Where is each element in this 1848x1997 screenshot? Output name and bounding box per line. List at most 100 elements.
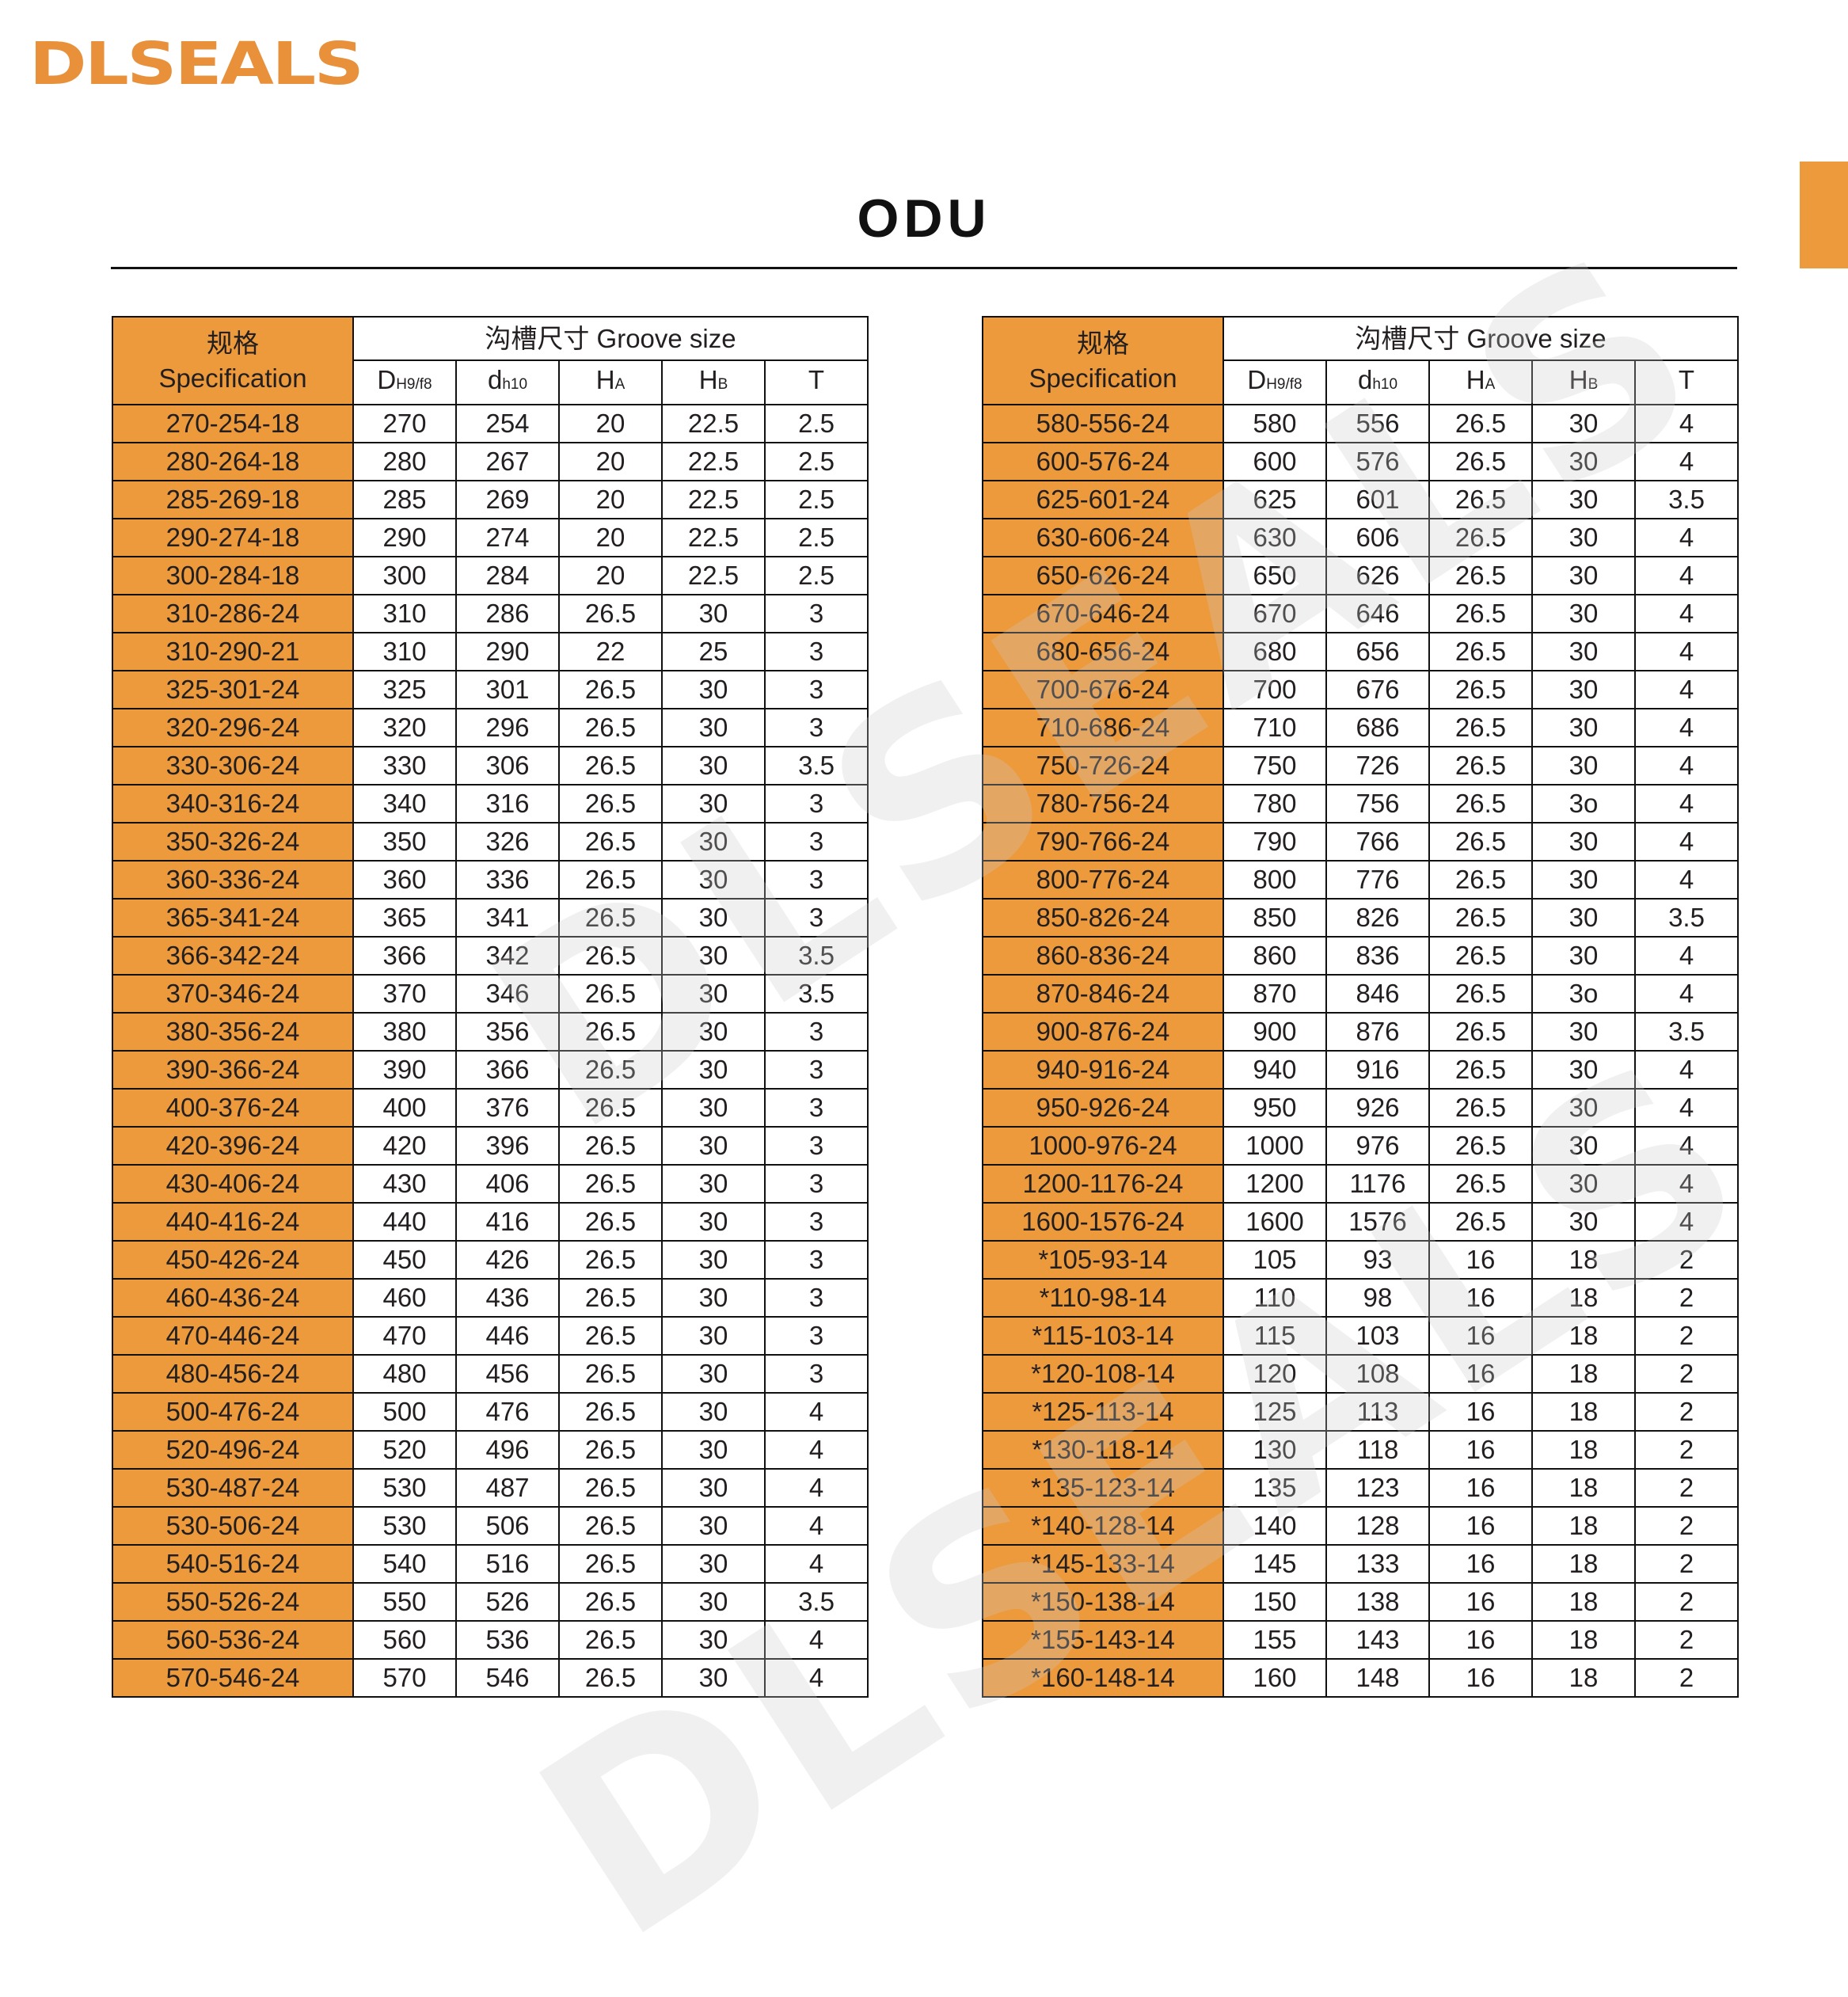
value-cell: 310 <box>352 594 457 633</box>
value-cell: 341 <box>455 898 560 938</box>
spec-cell: 366-342-24 <box>112 936 354 976</box>
spec-cell: 325-301-24 <box>112 670 354 709</box>
value-cell: 876 <box>1325 1012 1430 1052</box>
value-cell: 26.5 <box>558 1126 663 1166</box>
value-cell: 26.5 <box>1428 1012 1533 1052</box>
header-row: 规格 Specification 沟槽尺寸 Groove size <box>982 316 1739 405</box>
table-row: 580-556-24 580 556 26.5 30 4 <box>982 404 1739 443</box>
spec-cell: *105-93-14 <box>982 1240 1224 1280</box>
value-cell: 26.5 <box>558 1506 663 1546</box>
value-cell: 113 <box>1325 1392 1430 1432</box>
value-cell: 30 <box>1531 936 1636 976</box>
spec-cell: 550-526-24 <box>112 1582 354 1622</box>
table-row: 570-546-24 570 546 26.5 30 4 <box>112 1658 869 1698</box>
table-row: 366-342-24 366 342 26.5 30 3.5 <box>112 936 869 976</box>
value-cell: 30 <box>661 784 766 824</box>
value-cell: 30 <box>661 1620 766 1660</box>
value-cell: 30 <box>661 1468 766 1508</box>
value-cell: 2.5 <box>764 404 869 443</box>
value-cell: 26.5 <box>558 670 663 709</box>
value-cell: 20 <box>558 480 663 519</box>
value-cell: 2.5 <box>764 518 869 557</box>
dlseals-logo: DLSEALS <box>29 30 364 98</box>
spec-cell: 540-516-24 <box>112 1544 354 1584</box>
value-cell: 396 <box>455 1126 560 1166</box>
value-cell: 20 <box>558 556 663 595</box>
value-cell: 30 <box>661 1012 766 1052</box>
value-cell: 3.5 <box>764 974 869 1014</box>
value-cell: 26.5 <box>1428 404 1533 443</box>
spec-cell: 430-406-24 <box>112 1164 354 1204</box>
value-cell: 750 <box>1222 746 1327 785</box>
value-cell: 776 <box>1325 860 1430 900</box>
value-cell: 530 <box>352 1506 457 1546</box>
value-cell: 300 <box>352 556 457 595</box>
value-cell: 30 <box>661 1658 766 1698</box>
table-row: 380-356-24 380 356 26.5 30 3 <box>112 1012 869 1052</box>
value-cell: 3 <box>764 784 869 824</box>
table-row: 350-326-24 350 326 26.5 30 3 <box>112 822 869 862</box>
value-cell: 16 <box>1428 1392 1533 1432</box>
value-cell: 133 <box>1325 1544 1430 1584</box>
table-row: *110-98-14 110 98 16 18 2 <box>982 1278 1739 1318</box>
spec-cell: 800-776-24 <box>982 860 1224 900</box>
table-row: 310-286-24 310 286 26.5 30 3 <box>112 594 869 633</box>
value-cell: 26.5 <box>1428 936 1533 976</box>
table-row: 430-406-24 430 406 26.5 30 3 <box>112 1164 869 1204</box>
value-cell: 4 <box>1634 974 1739 1014</box>
column-header: HA <box>1428 359 1533 405</box>
value-cell: 4 <box>1634 936 1739 976</box>
value-cell: 436 <box>455 1278 560 1318</box>
spec-cell: 530-487-24 <box>112 1468 354 1508</box>
spec-cell: *120-108-14 <box>982 1354 1224 1394</box>
value-cell: 26.5 <box>1428 556 1533 595</box>
value-cell: 30 <box>1531 898 1636 938</box>
value-cell: 3 <box>764 632 869 671</box>
column-header-row: DH9/f8 dh10 HA HB T <box>112 359 869 405</box>
value-cell: 18 <box>1531 1354 1636 1394</box>
column-header-sub: H9/f8 <box>396 376 432 393</box>
value-cell: 4 <box>1634 594 1739 633</box>
value-cell: 540 <box>352 1544 457 1584</box>
value-cell: 3 <box>764 1088 869 1128</box>
value-cell: 3 <box>764 1126 869 1166</box>
spec-cell: *115-103-14 <box>982 1316 1224 1356</box>
value-cell: 3 <box>764 1012 869 1052</box>
value-cell: 110 <box>1222 1278 1327 1318</box>
table-row: 860-836-24 860 836 26.5 30 4 <box>982 936 1739 976</box>
table-row: 530-487-24 530 487 26.5 30 4 <box>112 1468 869 1508</box>
value-cell: 570 <box>352 1658 457 1698</box>
value-cell: 900 <box>1222 1012 1327 1052</box>
spec-header-en: Specification <box>1029 363 1177 393</box>
spec-cell: 360-336-24 <box>112 860 354 900</box>
value-cell: 306 <box>455 746 560 785</box>
value-cell: 496 <box>455 1430 560 1470</box>
table-row: 270-254-18 270 254 20 22.5 2.5 <box>112 404 869 443</box>
table-row: 1600-1576-24 1600 1576 26.5 30 4 <box>982 1202 1739 1242</box>
spec-cell: 670-646-24 <box>982 594 1224 633</box>
value-cell: 480 <box>352 1354 457 1394</box>
value-cell: 269 <box>455 480 560 519</box>
column-header-main: D <box>377 365 397 394</box>
table-row: *120-108-14 120 108 16 18 2 <box>982 1354 1739 1394</box>
value-cell: 780 <box>1222 784 1327 824</box>
value-cell: 2 <box>1634 1240 1739 1280</box>
value-cell: 20 <box>558 442 663 481</box>
value-cell: 30 <box>661 1354 766 1394</box>
spec-cell: 560-536-24 <box>112 1620 354 1660</box>
table-row: 450-426-24 450 426 26.5 30 3 <box>112 1240 869 1280</box>
value-cell: 26.5 <box>558 1392 663 1432</box>
value-cell: 2 <box>1634 1430 1739 1470</box>
value-cell: 4 <box>764 1468 869 1508</box>
value-cell: 30 <box>661 1164 766 1204</box>
spec-cell: *140-128-14 <box>982 1506 1224 1546</box>
value-cell: 26.5 <box>558 822 663 862</box>
value-cell: 30 <box>661 708 766 747</box>
value-cell: 2 <box>1634 1620 1739 1660</box>
table-row: 320-296-24 320 296 26.5 30 3 <box>112 708 869 747</box>
value-cell: 30 <box>661 1126 766 1166</box>
value-cell: 26.5 <box>558 936 663 976</box>
spec-cell: 420-396-24 <box>112 1126 354 1166</box>
value-cell: 30 <box>1531 1202 1636 1242</box>
spec-cell: 680-656-24 <box>982 632 1224 671</box>
